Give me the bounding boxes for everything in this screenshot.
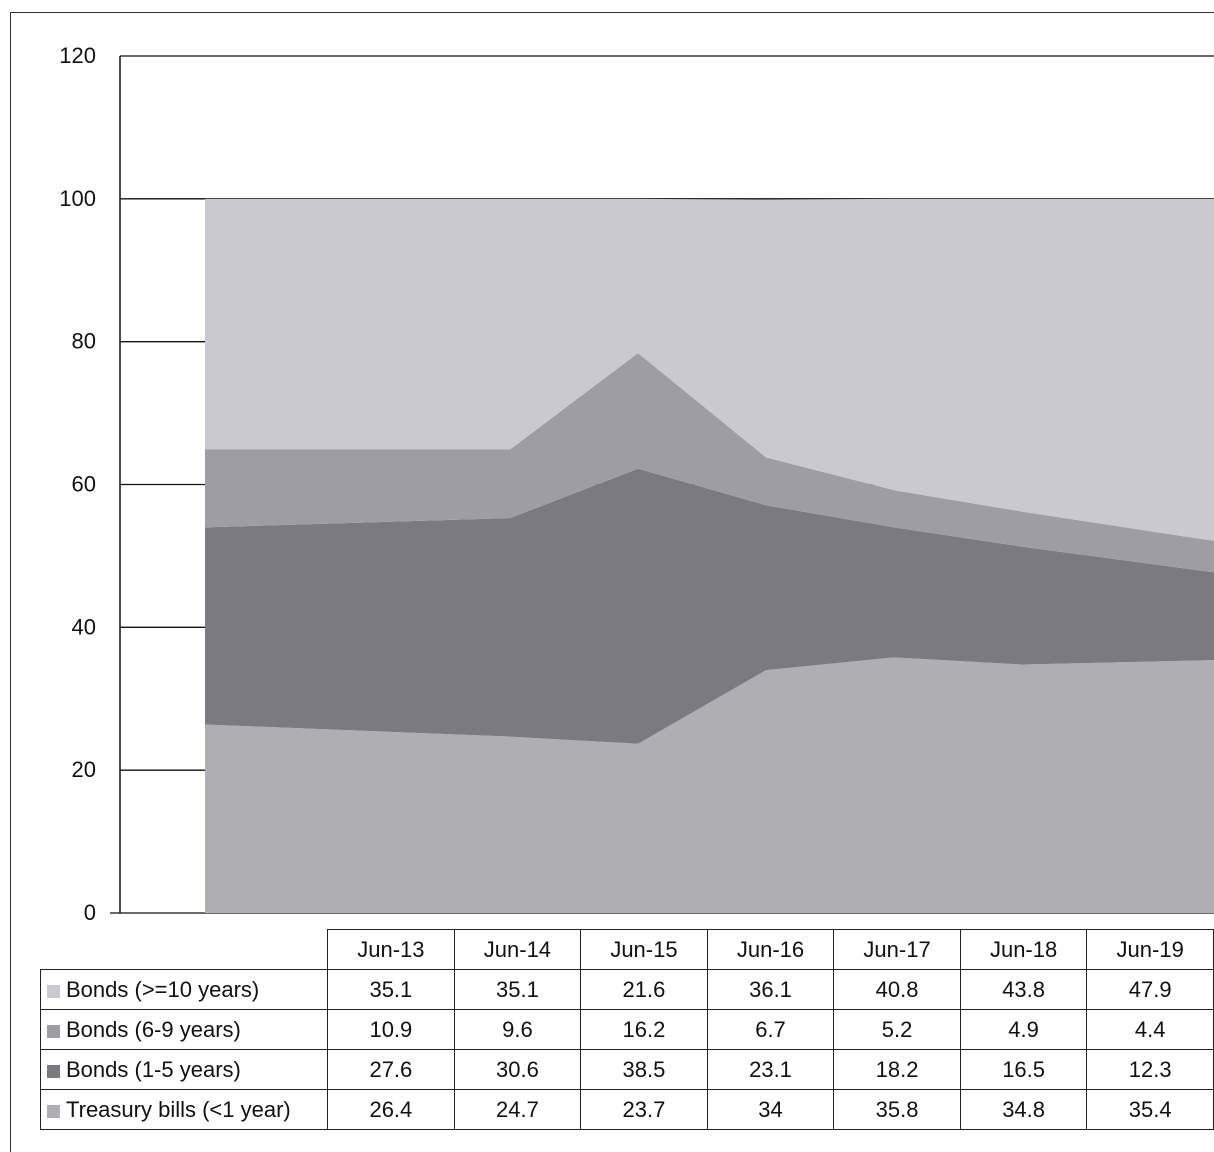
category-header: Jun-18 xyxy=(959,929,1088,970)
value-cell: 5.2 xyxy=(833,1009,961,1050)
category-header: Jun-14 xyxy=(453,929,582,970)
value-cell: 30.6 xyxy=(453,1049,582,1090)
series-name-cell: Bonds (6-9 years) xyxy=(39,1009,329,1050)
value-cell: 35.8 xyxy=(833,1089,961,1130)
table-row: Treasury bills (<1 year) 26.4 24.7 23.7 34 35… xyxy=(39,1089,1214,1130)
value-cell: 36.1 xyxy=(706,969,835,1010)
value-cell: 18.2 xyxy=(833,1049,961,1090)
value-cell: 27.6 xyxy=(327,1049,455,1090)
value-cell: 43.8 xyxy=(959,969,1088,1010)
value-cell: 35.4 xyxy=(1086,1089,1214,1130)
value-cell: 23.7 xyxy=(580,1089,708,1130)
legend-swatch xyxy=(47,1104,60,1118)
value-cell: 12.3 xyxy=(1086,1049,1214,1090)
series-name-cell: Bonds (>=10 years) xyxy=(39,969,329,1010)
series-name-cell: Treasury bills (<1 year) xyxy=(39,1089,329,1130)
category-header: Jun-19 xyxy=(1086,929,1214,970)
value-cell: 10.9 xyxy=(327,1009,455,1050)
y-axis-ticks: 0 20 40 60 80 100 120 xyxy=(59,43,96,925)
table-header-row: Jun-13 Jun-14 Jun-15 Jun-16 Jun-17 Jun-18 Jun-… xyxy=(40,929,1214,970)
y-tick-label: 0 xyxy=(84,900,96,925)
table-row: Bonds (>=10 years) 35.1 35.1 21.6 36.1 40.8 43… xyxy=(39,969,1214,1010)
value-cell: 6.7 xyxy=(706,1009,835,1050)
category-header: Jun-13 xyxy=(327,929,455,970)
value-cell: 34 xyxy=(706,1089,835,1130)
legend-label: Bonds (6-9 years) xyxy=(66,1016,241,1042)
stacked-areas xyxy=(205,198,1214,913)
y-tick-label: 60 xyxy=(72,472,96,497)
value-cell: 26.4 xyxy=(327,1089,455,1130)
value-cell: 24.7 xyxy=(453,1089,582,1130)
value-cell: 34.8 xyxy=(959,1089,1088,1130)
value-cell: 16.5 xyxy=(959,1049,1088,1090)
value-cell: 9.6 xyxy=(453,1009,582,1050)
table-row: Bonds (6-9 years) 10.9 9.6 16.2 6.7 5.2 4.9 4.4 xyxy=(39,1009,1214,1050)
chart-frame xyxy=(10,12,1214,1152)
y-tick-label: 100 xyxy=(59,186,96,211)
area-series xyxy=(205,468,1214,744)
value-cell: 35.1 xyxy=(453,969,582,1010)
data-table: Jun-13 Jun-14 Jun-15 Jun-16 Jun-17 Jun-18 Jun-… xyxy=(39,929,1214,1130)
category-header: Jun-15 xyxy=(580,929,708,970)
legend-label: Bonds (1-5 years) xyxy=(66,1056,241,1082)
y-tick-label: 120 xyxy=(59,43,96,68)
value-cell: 21.6 xyxy=(580,969,708,1010)
value-cell: 16.2 xyxy=(580,1009,708,1050)
area-chart: 0 20 40 60 80 100 120 xyxy=(59,43,1214,925)
value-cell: 4.9 xyxy=(959,1009,1088,1050)
value-cell: 47.9 xyxy=(1086,969,1214,1010)
y-tick-label: 40 xyxy=(72,614,96,639)
value-cell: 4.4 xyxy=(1086,1009,1214,1050)
legend-label: Bonds (>=10 years) xyxy=(66,976,260,1002)
y-tick-label: 20 xyxy=(72,757,96,782)
legend-swatch xyxy=(47,1024,60,1038)
category-header: Jun-16 xyxy=(706,929,835,970)
table-corner xyxy=(40,929,329,970)
value-cell: 38.5 xyxy=(580,1049,708,1090)
value-cell: 40.8 xyxy=(833,969,961,1010)
area-series xyxy=(205,353,1214,573)
y-tick-label: 80 xyxy=(72,329,96,354)
area-series xyxy=(205,198,1214,541)
category-header: Jun-17 xyxy=(833,929,961,970)
legend-label: Treasury bills (<1 year) xyxy=(66,1096,291,1122)
value-cell: 23.1 xyxy=(706,1049,835,1090)
area-series xyxy=(205,657,1214,913)
table-row: Bonds (1-5 years) 27.6 30.6 38.5 23.1 18.2 16.… xyxy=(39,1049,1214,1090)
value-cell: 35.1 xyxy=(327,969,455,1010)
series-name-cell: Bonds (1-5 years) xyxy=(39,1049,329,1090)
legend-swatch xyxy=(47,984,60,998)
legend-swatch xyxy=(47,1064,60,1078)
